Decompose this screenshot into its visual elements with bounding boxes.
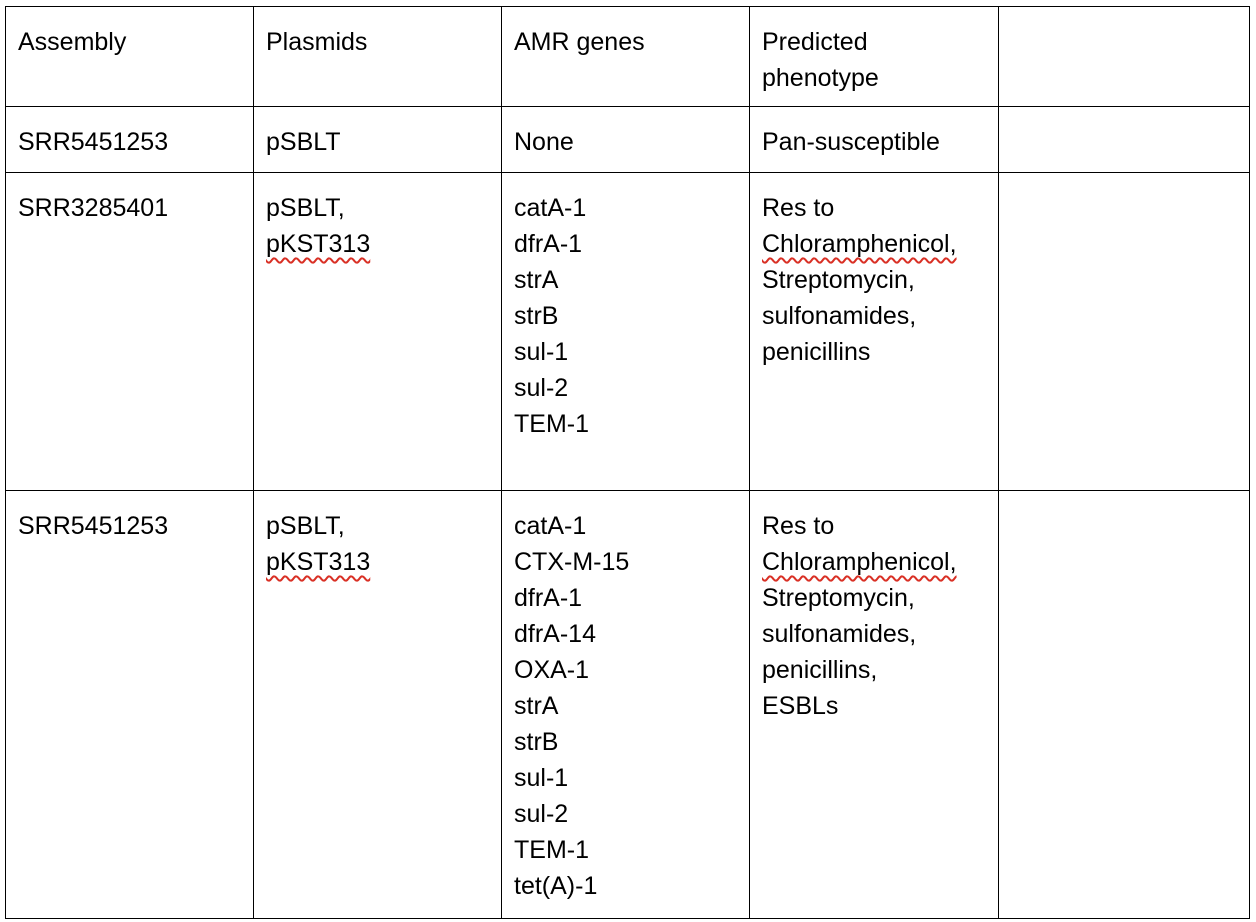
phenotype-line: sulfonamides, bbox=[762, 620, 917, 648]
phenotype-line: Res to bbox=[762, 194, 835, 222]
header-label: Predicted phenotype bbox=[762, 28, 879, 92]
assembly-id: SRR3285401 bbox=[18, 194, 169, 222]
gene-item: TEM-1 bbox=[514, 836, 589, 864]
plasmid-item: pKST313 bbox=[266, 544, 489, 580]
cell-assembly: SRR3285401 bbox=[5, 172, 254, 491]
gene-item: sul-2 bbox=[514, 374, 569, 402]
cell-phenotype: Res to Chloramphenicol, Streptomycin, su… bbox=[749, 490, 999, 919]
assembly-id: SRR5451253 bbox=[18, 128, 169, 156]
gene-item: strB bbox=[514, 728, 559, 756]
cell-amr-genes: catA-1 CTX-M-15 dfrA-1 dfrA-14 OXA-1 str… bbox=[501, 490, 750, 919]
phenotype-line: Pan-susceptible bbox=[762, 128, 940, 156]
header-amr-genes: AMR genes bbox=[501, 6, 750, 107]
phenotype-line: Streptomycin, bbox=[762, 266, 915, 294]
plasmid-item: pKST313 bbox=[266, 226, 489, 262]
cell-plasmids: pSBLT, pKST313 bbox=[253, 490, 502, 919]
gene-item: catA-1 bbox=[514, 194, 587, 222]
cell-amr-genes: catA-1 dfrA-1 strA strB sul-1 sul-2 TEM-… bbox=[501, 172, 750, 491]
cell-extra bbox=[998, 106, 1250, 173]
gene-item: None bbox=[514, 128, 574, 156]
phenotype-line: Res to bbox=[762, 512, 835, 540]
cell-extra bbox=[998, 490, 1250, 919]
spellcheck-word: pKST313 bbox=[266, 230, 371, 258]
cell-assembly: SRR5451253 bbox=[5, 490, 254, 919]
gene-item: sul-2 bbox=[514, 800, 569, 828]
spellcheck-word: Chloramphenicol, bbox=[762, 230, 957, 258]
gene-item: sul-1 bbox=[514, 764, 569, 792]
cell-phenotype: Pan-susceptible bbox=[749, 106, 999, 173]
gene-item: strB bbox=[514, 302, 559, 330]
gene-item: CTX-M-15 bbox=[514, 548, 630, 576]
header-label: Assembly bbox=[18, 28, 127, 56]
phenotype-line: Streptomycin, bbox=[762, 584, 915, 612]
gene-item: dfrA-1 bbox=[514, 584, 583, 612]
gene-item: dfrA-1 bbox=[514, 230, 583, 258]
plasmid-item: pSBLT bbox=[266, 128, 341, 156]
phenotype-line: penicillins, bbox=[762, 656, 878, 684]
header-label: Plasmids bbox=[266, 28, 368, 56]
cell-plasmids: pSBLT bbox=[253, 106, 502, 173]
cell-amr-genes: None bbox=[501, 106, 750, 173]
gene-item: TEM-1 bbox=[514, 410, 589, 438]
phenotype-line: sulfonamides, bbox=[762, 302, 917, 330]
gene-item: OXA-1 bbox=[514, 656, 590, 684]
gene-item: sul-1 bbox=[514, 338, 569, 366]
cell-assembly: SRR5451253 bbox=[5, 106, 254, 173]
spellcheck-word: pKST313 bbox=[266, 548, 371, 576]
phenotype-line: Chloramphenicol, bbox=[762, 544, 986, 580]
plasmid-item: pSBLT, bbox=[266, 194, 345, 222]
gene-item: catA-1 bbox=[514, 512, 587, 540]
table-row: SRR3285401 pSBLT, pKST313 catA-1 dfrA-1 … bbox=[5, 172, 1250, 491]
phenotype-line: penicillins bbox=[762, 338, 871, 366]
header-label: AMR genes bbox=[514, 28, 645, 56]
table-row: SRR5451253 pSBLT, pKST313 catA-1 CTX-M-1… bbox=[5, 490, 1250, 919]
amr-table: Assembly Plasmids AMR genes Predicted ph… bbox=[5, 6, 1250, 919]
gene-item: tet(A)-1 bbox=[514, 872, 598, 900]
cell-phenotype: Res to Chloramphenicol, Streptomycin, su… bbox=[749, 172, 999, 491]
phenotype-line: ESBLs bbox=[762, 692, 839, 720]
gene-item: strA bbox=[514, 266, 559, 294]
gene-item: dfrA-14 bbox=[514, 620, 596, 648]
cell-extra bbox=[998, 172, 1250, 491]
spellcheck-word: Chloramphenicol, bbox=[762, 548, 957, 576]
header-extra bbox=[998, 6, 1250, 107]
header-plasmids: Plasmids bbox=[253, 6, 502, 107]
phenotype-line: Chloramphenicol, bbox=[762, 226, 986, 262]
header-assembly: Assembly bbox=[5, 6, 254, 107]
header-row: Assembly Plasmids AMR genes Predicted ph… bbox=[5, 6, 1250, 107]
header-predicted-phenotype: Predicted phenotype bbox=[749, 6, 999, 107]
assembly-id: SRR5451253 bbox=[18, 512, 169, 540]
gene-item: strA bbox=[514, 692, 559, 720]
plasmid-item: pSBLT, bbox=[266, 512, 345, 540]
cell-plasmids: pSBLT, pKST313 bbox=[253, 172, 502, 491]
table-row: SRR5451253 pSBLT None Pan-susceptible bbox=[5, 106, 1250, 173]
